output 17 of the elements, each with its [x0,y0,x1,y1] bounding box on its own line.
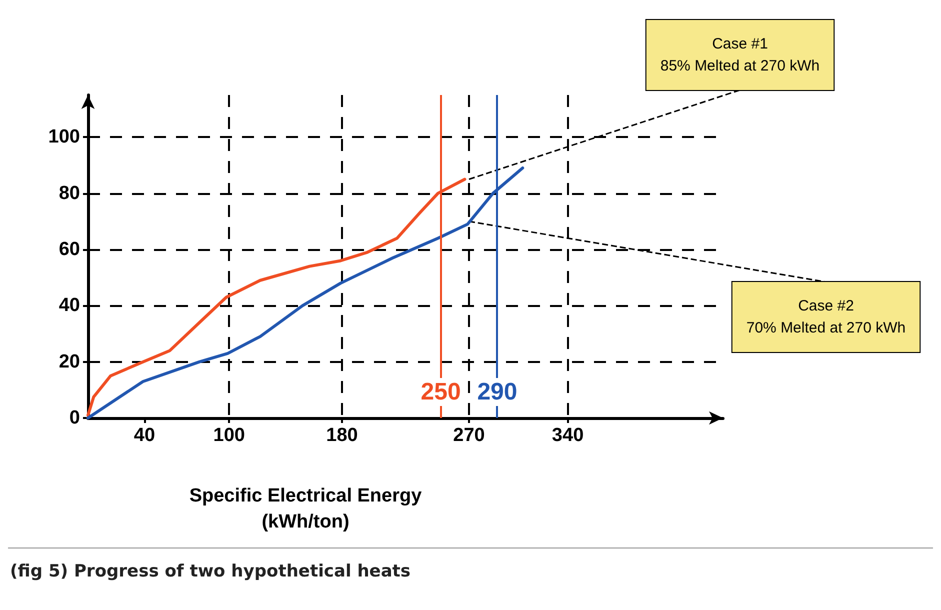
text: (fig 5) Progress of two hypothetical heats [10,562,411,582]
y-tick-label: 100 [48,126,80,148]
x-tick-label: 40 [134,425,156,446]
x-tick-label: 100 [213,425,245,446]
x-tick-label: 270 [453,425,485,446]
ref-line-label: 290 [477,378,518,406]
y-tick-label: 80 [58,182,80,204]
annotation: Case #2 70% Melted at 270 kWh [746,298,906,336]
x-tick-label: 340 [552,425,584,446]
x-tick-label: 180 [326,425,358,446]
ref-line-label: 250 [420,378,461,406]
y-tick-label: 20 [58,351,80,372]
y-tick-label: 0 [69,408,80,428]
x-axis-title: Specific Electrical Energy (kWh/ton) [189,486,422,532]
y-tick-label: 40 [58,295,80,316]
annotation: Case #1 85% Melted at 270 kWh [660,36,820,74]
y-tick-label: 60 [58,238,80,260]
